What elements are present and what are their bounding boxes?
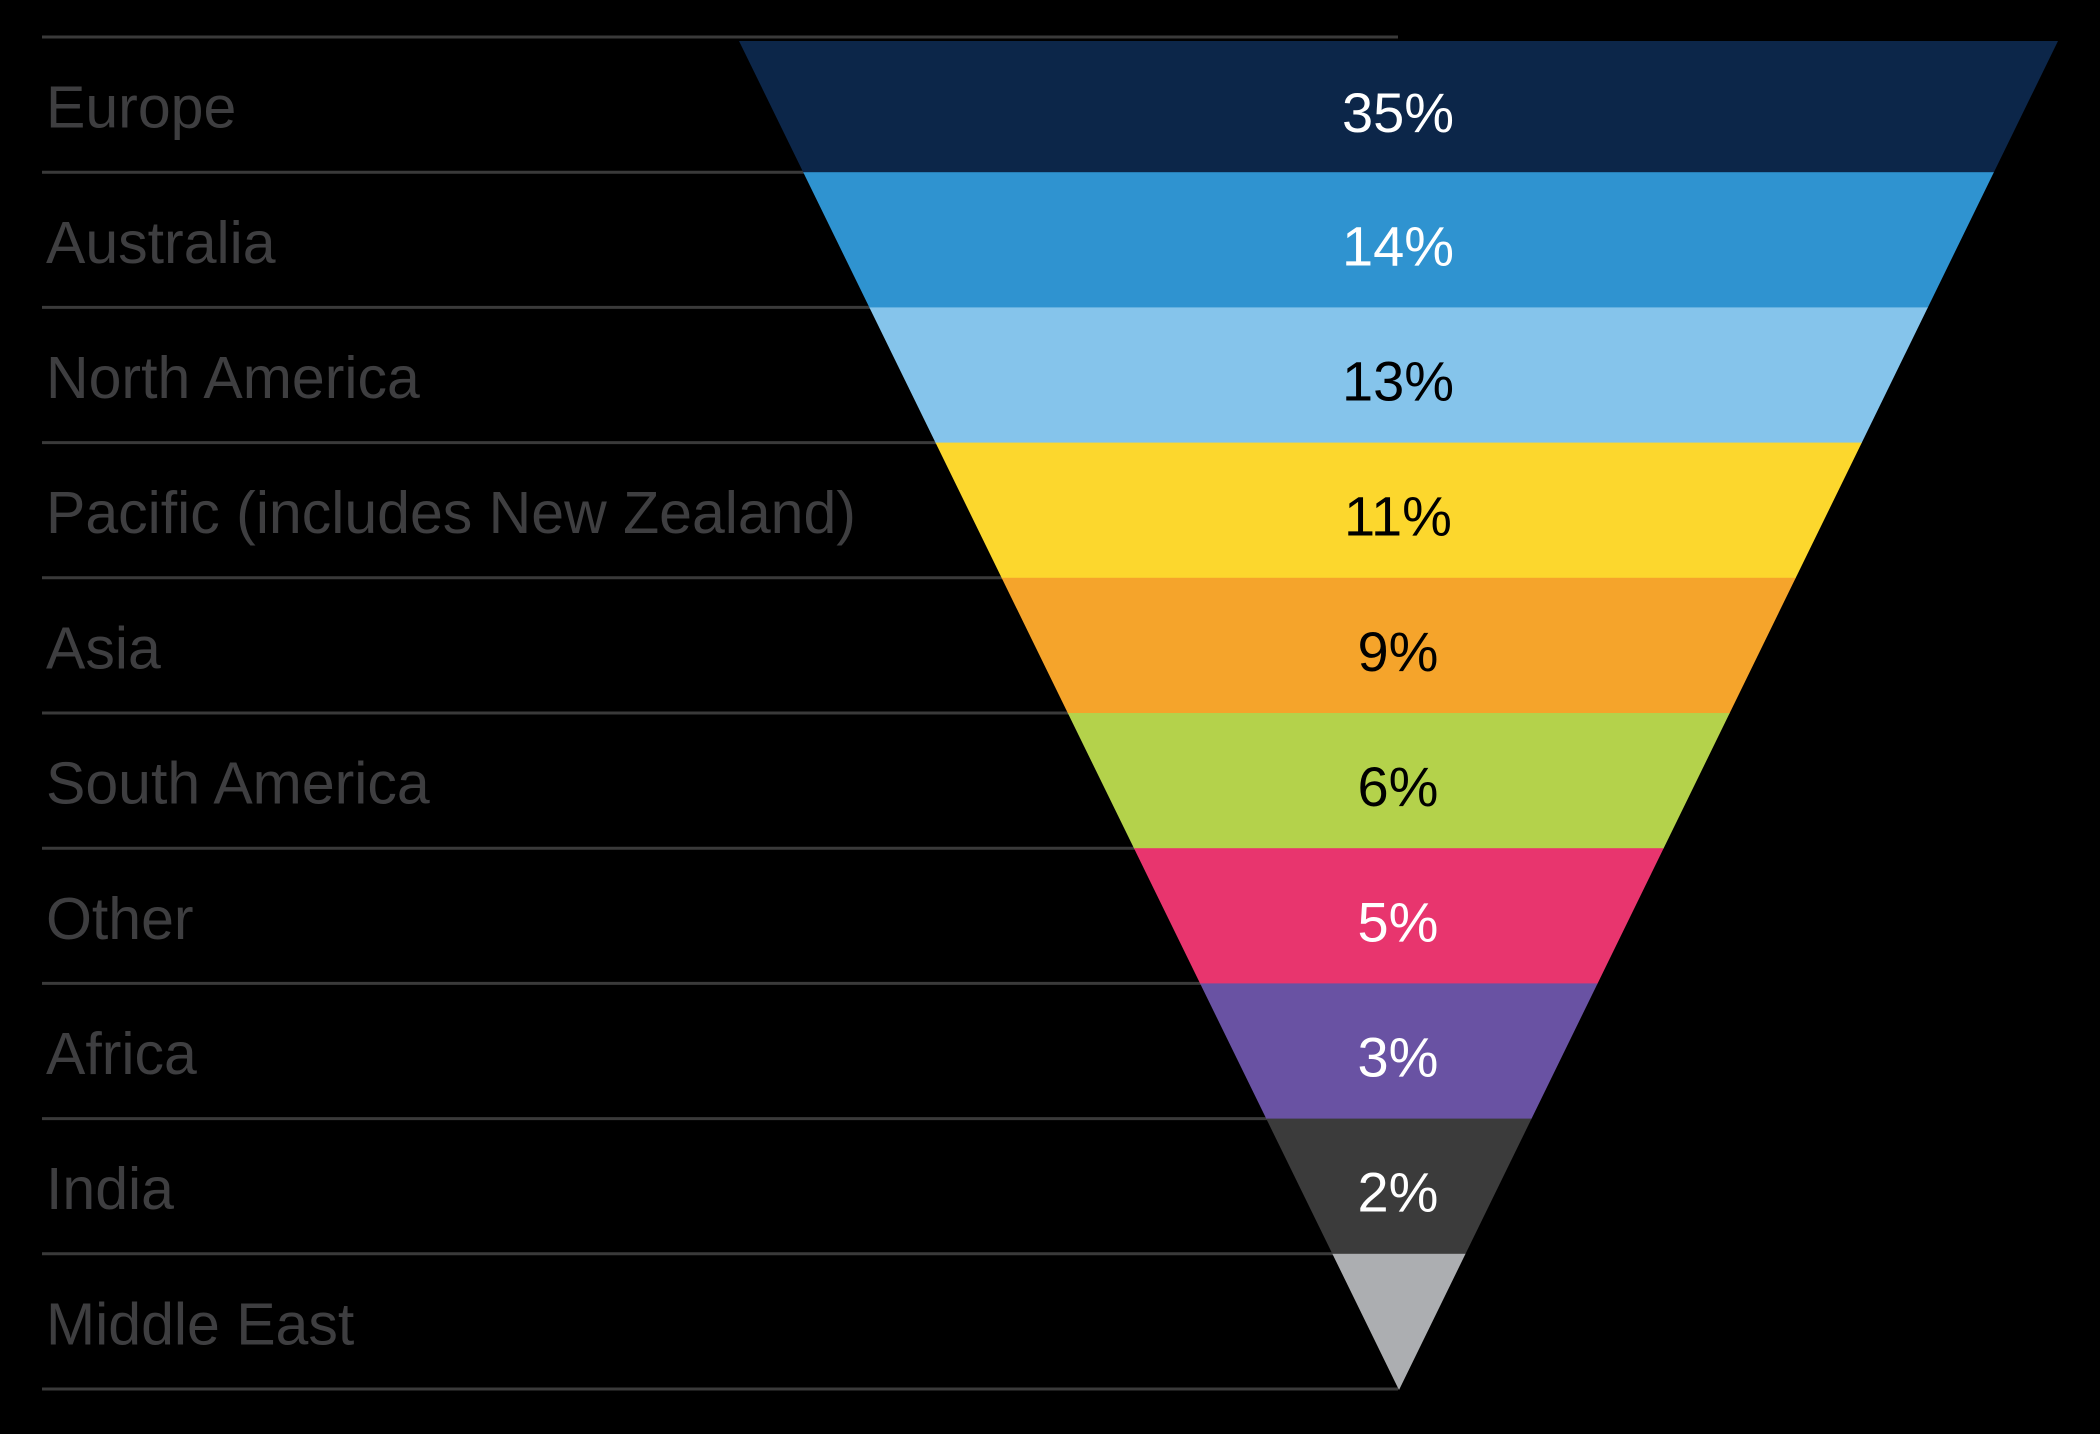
funnel-segment bbox=[739, 41, 2058, 173]
segment-value-label: 13% bbox=[1342, 350, 1454, 413]
funnel-segment bbox=[739, 577, 2058, 714]
funnel-segment bbox=[739, 1118, 2058, 1255]
funnel-segment bbox=[739, 307, 2058, 444]
funnel-segment bbox=[739, 848, 2058, 985]
row-label: Middle East bbox=[46, 1291, 354, 1357]
segment-value-label: 3% bbox=[1358, 1026, 1439, 1089]
funnel-segment bbox=[739, 172, 2058, 309]
row-label: Australia bbox=[46, 210, 276, 276]
segment-value-label: 35% bbox=[1342, 81, 1454, 144]
funnel-segment bbox=[739, 1253, 2058, 1390]
segment-value-label: 11% bbox=[1344, 485, 1452, 548]
segment-value-label: 5% bbox=[1358, 890, 1439, 953]
segment-value-label: 6% bbox=[1358, 755, 1439, 818]
segment-value-label: 14% bbox=[1342, 214, 1454, 277]
row-label: Other bbox=[46, 886, 194, 952]
row-label: Asia bbox=[46, 615, 161, 681]
row-label: India bbox=[46, 1156, 174, 1222]
row-label: Africa bbox=[46, 1021, 197, 1087]
segment-value-label: 9% bbox=[1358, 620, 1439, 683]
funnel-segment bbox=[739, 713, 2058, 849]
segment-value-label: 2% bbox=[1358, 1161, 1439, 1224]
row-label: North America bbox=[46, 345, 420, 411]
row-label: Europe bbox=[46, 75, 236, 141]
row-label: Pacific (includes New Zealand) bbox=[46, 480, 856, 546]
row-label: South America bbox=[46, 751, 430, 817]
funnel-segment bbox=[739, 983, 2058, 1120]
